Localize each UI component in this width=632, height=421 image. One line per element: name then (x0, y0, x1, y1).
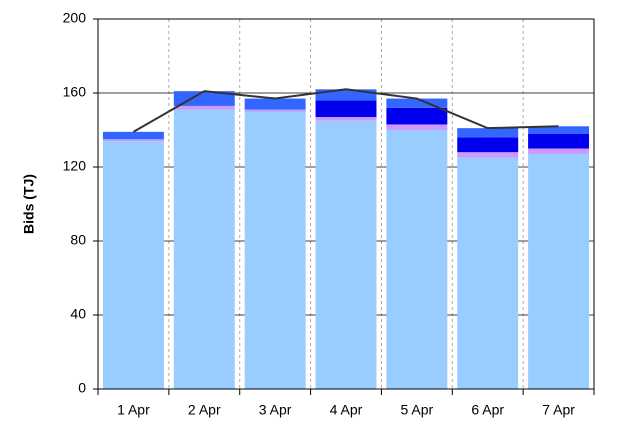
y-tick-label: 120 (63, 158, 87, 174)
bar-segment (102, 141, 164, 389)
bar-segment (244, 111, 306, 389)
bar-segment (102, 131, 164, 140)
x-tick-label: 5 Apr (401, 402, 434, 418)
bar-segment (386, 98, 448, 108)
y-tick-label: 160 (63, 84, 87, 100)
bar-segment (386, 107, 448, 125)
bar-segment (528, 154, 590, 389)
bar-segment (528, 148, 590, 155)
x-tick-label: 4 Apr (330, 402, 363, 418)
bar-segment (244, 109, 306, 112)
bar-segment (102, 139, 164, 142)
bar-segment (528, 133, 590, 149)
bar-segment (315, 117, 377, 121)
bar-segment (244, 98, 306, 110)
bar-segment (386, 124, 448, 130)
bar-segment (173, 105, 235, 110)
x-tick-label: 6 Apr (471, 402, 504, 418)
bar-segment (386, 130, 448, 389)
bar-segment (457, 137, 519, 153)
y-tick-label: 80 (70, 232, 86, 248)
y-tick-label: 0 (78, 380, 86, 396)
x-tick-label: 7 Apr (542, 402, 575, 418)
bar-segment (315, 120, 377, 389)
bar-segment (173, 109, 235, 390)
bar-segment (315, 89, 377, 101)
y-axis-label: Bids (TJ) (21, 174, 37, 234)
bar-segment (457, 152, 519, 158)
y-tick-label: 200 (63, 10, 87, 26)
bar-segment (457, 128, 519, 138)
bar-segment (528, 126, 590, 134)
x-tick-label: 2 Apr (188, 402, 221, 418)
y-tick-label: 40 (70, 306, 86, 322)
bar-segment (457, 157, 519, 389)
bar-segment (173, 91, 235, 106)
x-tick-label: 1 Apr (117, 402, 150, 418)
plot-border (97, 18, 595, 390)
line (132, 88, 559, 133)
bar-segment (315, 100, 377, 118)
x-tick-label: 3 Apr (259, 402, 292, 418)
